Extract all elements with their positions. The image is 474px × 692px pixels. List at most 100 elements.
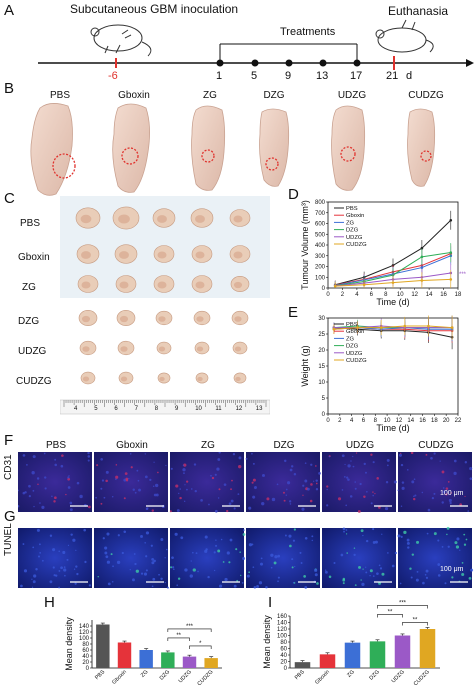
- cell-speck: [304, 536, 308, 540]
- cell-speck: [134, 562, 137, 566]
- ruler-number: 4: [74, 406, 78, 412]
- tumor-shading: [81, 281, 91, 289]
- cell-speck: [285, 488, 288, 491]
- cell-speck: [107, 582, 111, 586]
- cell-speck: [379, 567, 383, 570]
- cell-speck: [18, 505, 20, 508]
- cell-speck: [284, 459, 287, 463]
- y-tick-label: 10: [318, 380, 325, 386]
- y-tick-label: 200: [315, 265, 326, 271]
- cell-speck: [97, 575, 99, 578]
- cd31-image: [398, 452, 472, 512]
- cell-speck: [87, 455, 91, 458]
- cell-speck: [138, 488, 141, 492]
- cell-speck: [184, 568, 188, 572]
- cell-speck: [427, 508, 431, 512]
- x-tick-label: 18: [431, 418, 438, 424]
- cell-speck: [218, 488, 221, 491]
- ruler-number: 13: [255, 406, 263, 412]
- cell-speck: [103, 496, 106, 499]
- cell-speck: [178, 492, 180, 495]
- cell-speck: [365, 539, 369, 543]
- data-point: [449, 278, 453, 281]
- cell-speck: [369, 574, 371, 577]
- tumor-shading: [158, 316, 166, 322]
- cell-speck: [378, 581, 382, 585]
- tumor-photo-grid: [60, 196, 270, 415]
- cell-speck: [273, 561, 277, 565]
- x-tick-label: 2: [338, 418, 342, 424]
- data-point: [420, 279, 424, 282]
- panel-label-d: D: [288, 186, 299, 203]
- bar-zg: [139, 650, 153, 668]
- cell-speck: [22, 543, 25, 545]
- cell-speck: [67, 477, 71, 481]
- cell-speck: [400, 463, 404, 467]
- panel-label-a: A: [4, 2, 15, 19]
- cell-speck: [370, 453, 373, 456]
- cell-speck: [342, 527, 346, 531]
- bar-pbs: [294, 662, 311, 668]
- cd31-image: [246, 452, 320, 512]
- cell-speck: [248, 506, 252, 510]
- cell-speck: [105, 479, 108, 483]
- tumor-row-label-zg: ZG: [22, 282, 36, 293]
- cell-speck: [53, 500, 56, 503]
- cell-speck: [177, 577, 181, 580]
- x-tick-label: Gboxin: [111, 669, 128, 686]
- cell-speck: [67, 486, 71, 489]
- cell-speck: [132, 488, 135, 491]
- x-tick-label: 22: [455, 418, 462, 424]
- cell-speck: [230, 499, 234, 503]
- cell-speck: [61, 454, 64, 457]
- cell-speck: [293, 528, 296, 531]
- y-tick-label: 0: [322, 286, 326, 292]
- tumor-shading: [235, 376, 241, 382]
- cell-speck: [26, 464, 28, 466]
- cell-speck: [75, 565, 78, 568]
- cell-speck: [182, 468, 186, 472]
- y-tick-label: 140: [79, 624, 90, 630]
- cell-speck: [424, 573, 427, 576]
- cell-speck: [165, 464, 167, 467]
- cell-speck: [115, 464, 118, 466]
- cell-speck: [374, 493, 376, 495]
- cell-speck: [413, 478, 416, 481]
- bar-udzg: [394, 635, 411, 668]
- cell-speck: [69, 501, 73, 505]
- cell-speck: [302, 494, 304, 496]
- cell-speck: [151, 558, 155, 561]
- cell-speck: [233, 584, 237, 588]
- cell-speck: [117, 534, 120, 537]
- micro-row-label-cd31: CD31: [3, 454, 14, 480]
- mouse-label-zg: ZG: [203, 90, 217, 101]
- cell-speck: [137, 479, 140, 482]
- tumor-shading: [233, 281, 243, 289]
- cell-speck: [144, 542, 146, 544]
- cell-speck: [459, 503, 463, 506]
- cell-speck: [184, 500, 186, 502]
- cell-speck: [291, 558, 294, 561]
- cell-speck: [41, 559, 44, 562]
- x-tick-label: 12: [411, 292, 418, 298]
- cell-speck: [431, 496, 435, 500]
- cell-speck: [70, 533, 73, 536]
- cell-speck: [193, 463, 197, 466]
- cell-speck: [63, 568, 67, 572]
- cell-speck: [110, 553, 113, 556]
- cell-speck: [74, 582, 77, 585]
- cell-speck: [169, 510, 172, 513]
- cell-speck: [251, 452, 253, 455]
- y-axis-label: Tumour Volume (mm³): [300, 200, 310, 290]
- cell-speck: [465, 538, 468, 541]
- cell-speck: [183, 463, 187, 467]
- tumor-shading: [120, 346, 128, 352]
- cell-speck: [343, 530, 345, 533]
- data-point: [391, 281, 395, 284]
- x-tick-label: 4: [355, 292, 359, 298]
- cell-speck: [128, 478, 130, 480]
- micro-label-dzg: DZG: [273, 440, 295, 451]
- cell-speck: [463, 543, 467, 546]
- treatment-dots: [216, 59, 361, 67]
